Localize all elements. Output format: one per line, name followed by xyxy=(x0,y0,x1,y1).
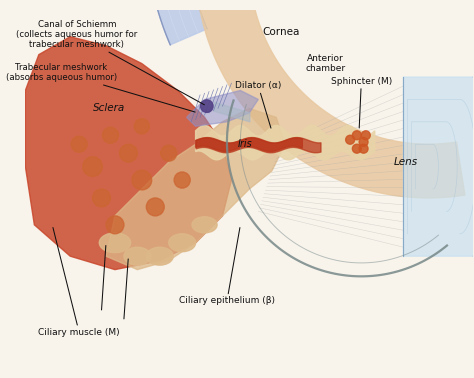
Ellipse shape xyxy=(99,233,131,253)
Ellipse shape xyxy=(192,217,217,233)
Polygon shape xyxy=(187,90,258,126)
Circle shape xyxy=(102,127,118,143)
Circle shape xyxy=(71,136,87,152)
Text: Dilator (α): Dilator (α) xyxy=(235,82,282,128)
Ellipse shape xyxy=(124,247,151,265)
Ellipse shape xyxy=(169,234,196,252)
Circle shape xyxy=(352,131,361,140)
Circle shape xyxy=(92,189,110,207)
Circle shape xyxy=(83,157,102,177)
Circle shape xyxy=(134,119,149,134)
Polygon shape xyxy=(196,125,375,160)
Circle shape xyxy=(359,144,368,153)
Text: Canal of Schiemm
(collects aqueous humor for
trabecular meshwork): Canal of Schiemm (collects aqueous humor… xyxy=(16,20,204,105)
Circle shape xyxy=(106,216,124,234)
Polygon shape xyxy=(146,0,222,45)
Polygon shape xyxy=(106,108,285,270)
Text: Iris: Iris xyxy=(237,139,252,149)
Text: Lens: Lens xyxy=(394,157,418,167)
Circle shape xyxy=(174,172,190,188)
Circle shape xyxy=(132,170,152,190)
Text: Sphincter (M): Sphincter (M) xyxy=(331,77,392,128)
Polygon shape xyxy=(26,37,231,270)
Circle shape xyxy=(352,144,361,153)
Text: Trabecular meshwork
(absorbs aqueous humor): Trabecular meshwork (absorbs aqueous hum… xyxy=(6,63,195,112)
Text: Sclera: Sclera xyxy=(92,103,125,113)
Circle shape xyxy=(359,138,368,146)
Polygon shape xyxy=(196,138,302,151)
Circle shape xyxy=(201,100,213,112)
Polygon shape xyxy=(403,77,474,256)
Circle shape xyxy=(361,131,370,140)
Text: Anterior
chamber: Anterior chamber xyxy=(305,54,346,73)
Polygon shape xyxy=(196,0,465,198)
Circle shape xyxy=(146,198,164,216)
Text: Ciliary epithelium (β): Ciliary epithelium (β) xyxy=(179,228,275,305)
Circle shape xyxy=(346,135,355,144)
Ellipse shape xyxy=(146,247,173,265)
Text: Cornea: Cornea xyxy=(262,27,300,37)
Text: Ciliary muscle (M): Ciliary muscle (M) xyxy=(38,228,120,337)
Circle shape xyxy=(119,144,137,162)
Circle shape xyxy=(161,145,177,161)
